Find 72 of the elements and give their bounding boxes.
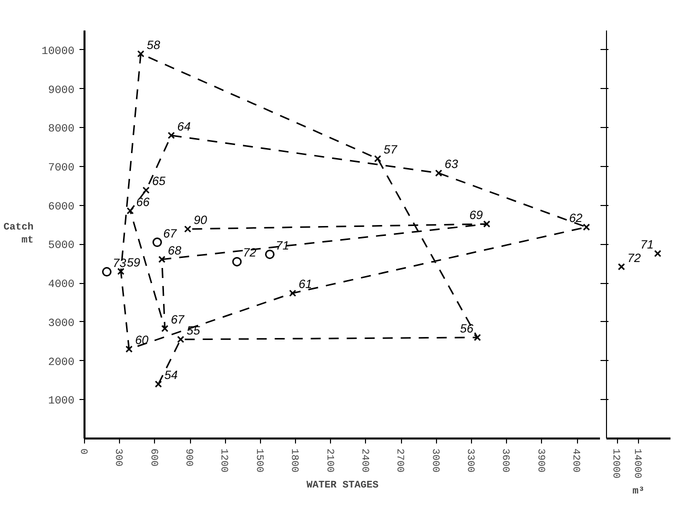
x-tick-label: 3300 <box>464 448 475 473</box>
annotation: 71 <box>640 238 654 252</box>
x-tick-label: 600 <box>147 448 158 467</box>
x-axis-title: WATER STAGES <box>306 480 379 492</box>
annotation: 62 <box>569 211 583 226</box>
annotation: 57 <box>384 142 398 157</box>
point <box>289 290 296 297</box>
point <box>435 170 442 177</box>
point <box>374 155 382 162</box>
annotation: 71 <box>276 238 290 252</box>
point <box>177 336 184 343</box>
x-tick-label: 14000 <box>631 448 642 479</box>
point <box>232 256 242 266</box>
point <box>117 268 124 275</box>
x-tick-label: 900 <box>182 448 194 467</box>
x-tick-label: 4200 <box>570 448 581 473</box>
annotation: 55 <box>186 323 200 338</box>
x-tick-label: 2100 <box>323 448 334 473</box>
point <box>154 380 162 388</box>
x-tick-label: 12000 <box>610 448 621 479</box>
y-tick-label: 6000 <box>48 201 74 214</box>
point <box>265 250 275 260</box>
y-tick-label: 7000 <box>48 162 74 174</box>
annotation: 69 <box>469 208 484 222</box>
x-tick-label: 3900 <box>534 448 546 473</box>
x-tick-label: 2400 <box>358 448 370 473</box>
point <box>102 267 112 277</box>
annotation: 73 <box>112 256 126 270</box>
x-tick-label: 1800 <box>288 448 300 473</box>
point <box>126 207 134 214</box>
y-tick-label: 8000 <box>48 124 74 136</box>
x-axis-title: m³ <box>632 486 645 498</box>
y-tick-label: 2000 <box>48 356 74 369</box>
y-tick-label: 3000 <box>48 318 74 330</box>
point <box>168 132 175 139</box>
point <box>184 225 192 233</box>
y-axis-title: Catch mt <box>3 221 34 247</box>
annotation: 56 <box>460 321 474 336</box>
annotation: 68 <box>168 243 182 258</box>
annotation: 90 <box>194 213 208 228</box>
point <box>152 238 162 248</box>
annotation: 59 <box>126 255 141 270</box>
x-tick-label: 2700 <box>394 448 405 473</box>
annotation: 65 <box>152 174 166 188</box>
point <box>474 334 481 342</box>
x-tick-label: 0 <box>77 448 88 455</box>
y-tick-label: 5000 <box>48 240 74 252</box>
point <box>125 346 133 353</box>
annotation: 61 <box>298 277 312 292</box>
annotation: 63 <box>444 157 458 172</box>
x-tick-label: 3000 <box>428 448 440 473</box>
point <box>158 256 166 263</box>
x-tick-label: 1500 <box>252 448 264 473</box>
point <box>161 324 168 332</box>
annotation: 64 <box>177 119 191 134</box>
x-tick-label: 1200 <box>218 448 229 473</box>
x-tick-label: 3600 <box>499 448 510 473</box>
y-tick-label: 10000 <box>41 46 75 58</box>
annotation: 67 <box>170 312 186 327</box>
y-tick-label: 4000 <box>48 279 74 292</box>
point <box>142 186 150 194</box>
x-tick-label: 300 <box>112 448 124 467</box>
point <box>582 224 590 231</box>
annotation: 72 <box>627 250 642 265</box>
annotation: 54 <box>164 368 178 382</box>
point <box>137 50 144 58</box>
annotation: 67 <box>163 226 178 240</box>
y-tick-label: 9000 <box>48 84 74 97</box>
point <box>483 220 490 228</box>
annotation: 58 <box>146 38 160 52</box>
annotation: 66 <box>136 194 150 209</box>
y-tick-label: 1000 <box>48 396 74 408</box>
